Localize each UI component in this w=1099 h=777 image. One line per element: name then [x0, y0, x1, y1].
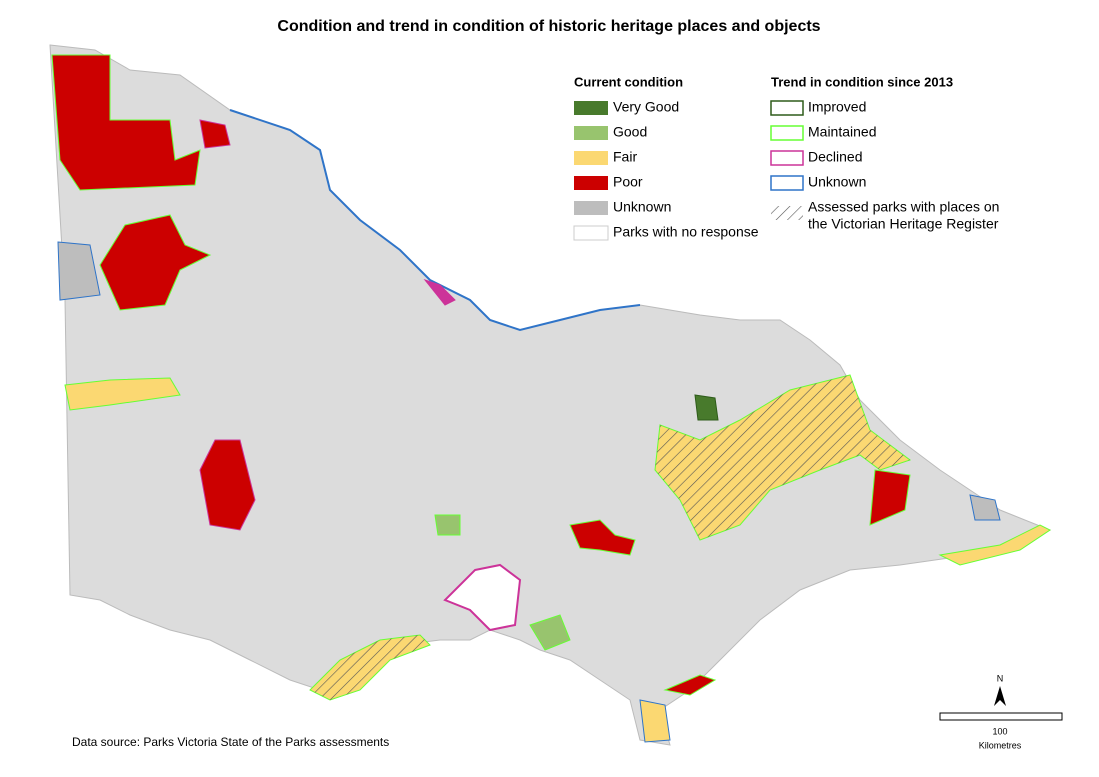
- legend-swatch: [574, 126, 608, 140]
- park-hatch: [310, 635, 430, 700]
- legend-label: Good: [613, 124, 647, 140]
- park: [869, 469, 911, 526]
- park: [199, 119, 231, 149]
- scale-bar: [939, 712, 1063, 721]
- park: [639, 699, 671, 743]
- legend-swatch: [574, 101, 608, 115]
- park: [529, 614, 571, 651]
- legend-swatch: [574, 176, 608, 190]
- park-hatch: [655, 375, 910, 540]
- map-title: Condition and trend in condition of hist…: [277, 18, 820, 35]
- legend-label: Unknown: [808, 174, 866, 190]
- scale-value: 100: [992, 726, 1007, 736]
- data-source: Data source: Parks Victoria State of the…: [72, 735, 389, 749]
- north-label: N: [997, 673, 1004, 683]
- legend-label: Fair: [613, 149, 637, 165]
- legend-label: Parks with no response: [613, 224, 759, 240]
- park: [51, 54, 201, 191]
- murray-river: [229, 109, 641, 332]
- legend-label: Maintained: [808, 124, 877, 140]
- legend-label: Very Good: [613, 99, 679, 115]
- legend-swatch: [771, 206, 803, 220]
- legend-swatch: [770, 150, 804, 166]
- legend-label: Assessed parks with places on: [808, 199, 999, 215]
- north-arrow: [994, 686, 1006, 706]
- legend-label: the Victorian Heritage Register: [808, 216, 999, 232]
- park: [64, 377, 181, 411]
- legend: Current condition Very Good Good Fair Poor Un…: [573, 74, 999, 241]
- legend-label: Improved: [808, 99, 866, 115]
- park: [199, 439, 256, 531]
- park: [443, 563, 522, 632]
- park: [694, 394, 719, 421]
- legend-heading: Trend in condition since 2013: [771, 74, 953, 89]
- legend-swatch: [770, 125, 804, 141]
- park: [663, 674, 717, 696]
- park: [938, 524, 1051, 566]
- park: [969, 494, 1001, 521]
- legend-swatch: [574, 201, 608, 215]
- park: [99, 214, 212, 311]
- legend-swatch: [573, 225, 609, 241]
- park: [423, 278, 456, 306]
- scale-unit: Kilometres: [979, 740, 1022, 750]
- park: [569, 519, 636, 556]
- park: [57, 241, 101, 301]
- parks: [51, 54, 1051, 743]
- park: [434, 514, 461, 536]
- legend-label: Unknown: [613, 199, 671, 215]
- legend-heading: Current condition: [574, 74, 683, 89]
- legend-swatch: [574, 151, 608, 165]
- legend-swatch: [770, 100, 804, 116]
- legend-label: Poor: [613, 174, 643, 190]
- legend-label: Declined: [808, 149, 862, 165]
- legend-swatch: [770, 175, 804, 191]
